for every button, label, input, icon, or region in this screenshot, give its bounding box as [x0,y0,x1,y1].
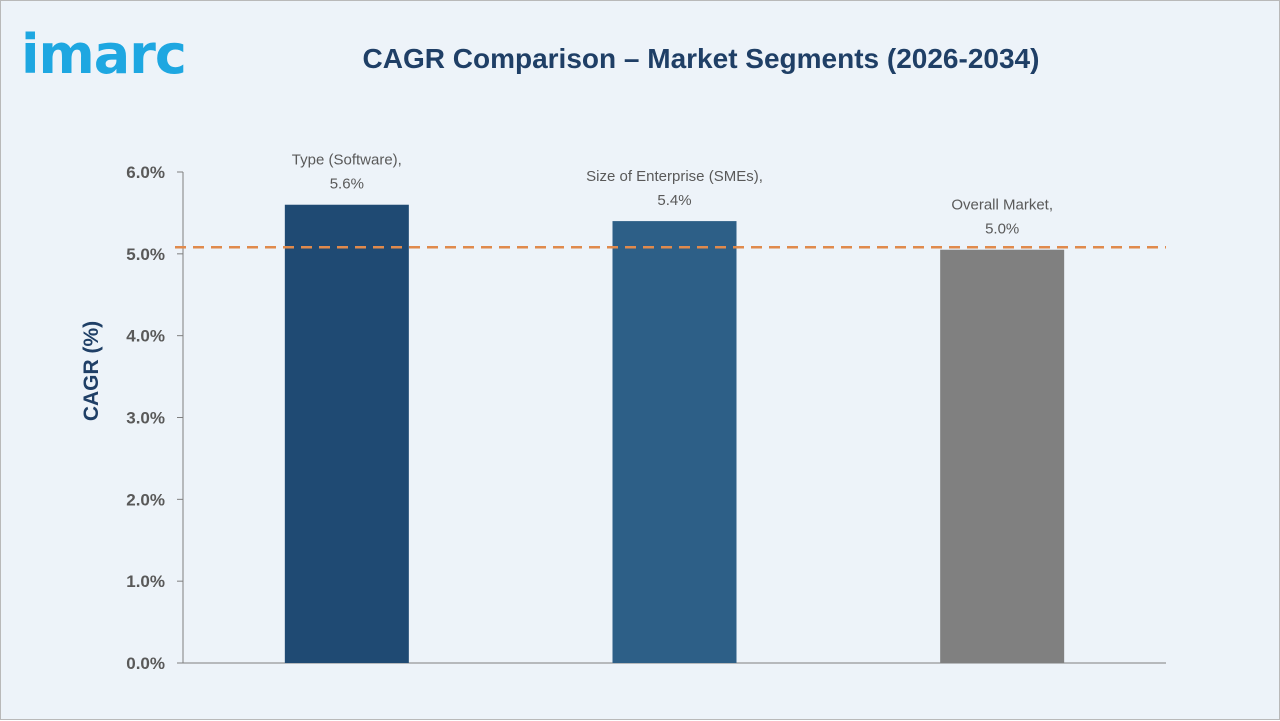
y-tick-label: 2.0% [126,490,165,509]
bar-value-label: 5.0% [985,221,1019,238]
bar-value-label: 5.4% [657,192,691,209]
y-tick-label: 0.0% [126,654,165,673]
bar-category-label: Type (Software), [292,152,402,169]
bars [284,204,1065,663]
y-tick-label: 3.0% [126,409,165,428]
bar-category-label: Size of Enterprise (SMEs), [586,168,763,185]
bar [284,204,409,663]
bar-value-label: 5.6% [330,176,364,193]
y-tick-label: 4.0% [126,327,165,346]
imarc-logo: imarc [21,23,187,86]
bar [612,221,737,663]
y-axis-label: CAGR (%) [80,321,103,421]
bar-category-label: Overall Market, [951,197,1053,214]
data-labels: Type (Software), 5.6% Size of Enterprise (… [292,152,1053,238]
y-tick-label: 5.0% [126,245,165,264]
chart-title: CAGR Comparison – Market Segments (2026-… [362,43,1040,74]
y-axis: 0.0% 1.0% 2.0% 3.0% 4.0% 5.0% 6.0% [126,163,184,673]
y-tick-label: 1.0% [126,572,165,591]
y-tick-label: 6.0% [126,163,165,182]
bar [940,249,1065,663]
